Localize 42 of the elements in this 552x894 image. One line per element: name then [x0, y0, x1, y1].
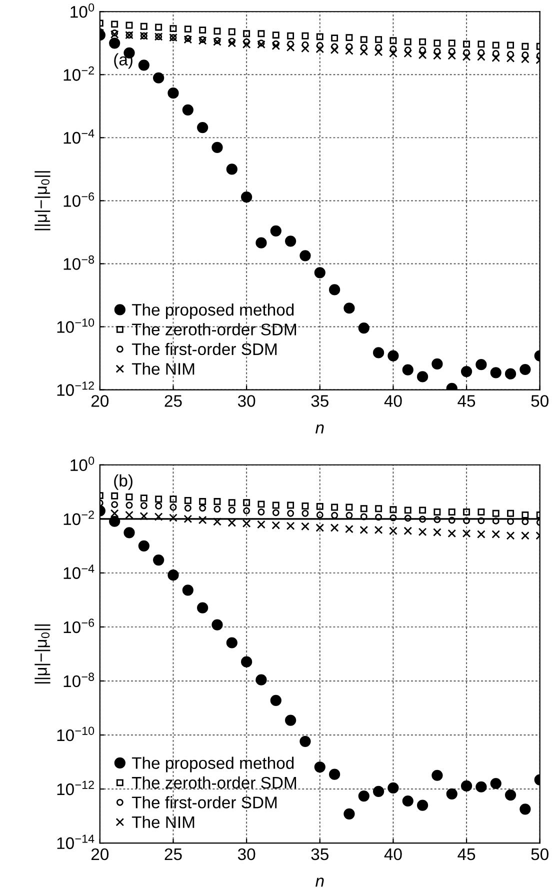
legend-label: The zeroth-order SDM	[132, 323, 296, 336]
x-tick-label: 20	[91, 395, 109, 407]
annotation: (b)	[114, 474, 132, 490]
legend-label: The proposed method	[132, 756, 294, 772]
x-tick-label: 50	[531, 395, 548, 407]
y-tick-label: 10$^{−8}$	[64, 255, 94, 270]
y-tick-label: 10$^{−14}$	[57, 834, 94, 850]
x-tick-label: 50	[531, 848, 548, 860]
y-tick-label: 10$^{−10}$	[57, 726, 94, 742]
x-tick-label: 40	[384, 395, 402, 407]
y-tick-label: 10$^{−4}$	[64, 564, 94, 579]
y-tick-label: 10$^{−10}$	[57, 318, 94, 333]
legend-label: The proposed method	[132, 303, 294, 320]
x-axis-title: n	[316, 424, 324, 434]
y-tick-label: 10$^{−8}$	[64, 672, 94, 688]
x-tick-label: 45	[458, 848, 476, 860]
y-tick-label: 10$^{0}$	[70, 456, 94, 472]
x-tick-label: 45	[458, 395, 476, 407]
y-tick-label: 10$^{−6}$	[64, 618, 94, 634]
legend-label: The first-order SDM	[132, 796, 277, 808]
y-tick-label: 10$^{−12}$	[57, 381, 94, 396]
x-tick-label: 30	[238, 848, 256, 860]
legend-label: The first-order SDM	[132, 342, 277, 356]
x-tick-label: 25	[164, 848, 182, 860]
legend-label: The NIM	[132, 362, 194, 375]
y-axis-title: ||μ|−|μ$_{0}$||	[34, 171, 50, 230]
y-axis-title: ||μ|−|μ$_{0}$||	[34, 624, 50, 684]
x-tick-label: 30	[238, 395, 256, 407]
x-axis-title: n	[316, 878, 324, 887]
legend-label: The NIM	[132, 816, 194, 828]
x-tick-label: 35	[311, 848, 328, 860]
legend-label: The zeroth-order SDM	[132, 776, 296, 789]
x-tick-label: 20	[91, 848, 109, 860]
y-tick-label: 10$^{−6}$	[64, 192, 94, 207]
x-tick-label: 35	[311, 395, 328, 407]
x-tick-label: 40	[384, 848, 402, 860]
x-tick-label: 25	[164, 395, 182, 407]
y-tick-label: 10$^{−4}$	[64, 129, 94, 144]
y-tick-label: 10$^{−2}$	[64, 510, 94, 526]
y-tick-label: 10$^{−12}$	[57, 780, 94, 796]
y-tick-label: 10$^{0}$	[70, 3, 94, 18]
y-tick-label: 10$^{−2}$	[64, 66, 94, 81]
